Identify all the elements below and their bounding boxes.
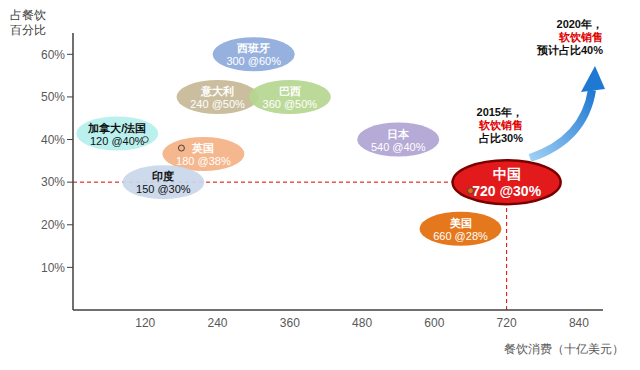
svg-text:600: 600 bbox=[424, 316, 444, 330]
svg-text:美国: 美国 bbox=[449, 217, 472, 229]
html-text:软饮销售: 软饮销售 bbox=[479, 119, 523, 131]
svg-text:240: 240 bbox=[208, 316, 228, 330]
svg-text:360: 360 bbox=[280, 316, 300, 330]
svg-text:180 @38%: 180 @38% bbox=[176, 155, 231, 167]
html-text:占比30%: 占比30% bbox=[479, 132, 523, 144]
svg-text:意大利: 意大利 bbox=[200, 85, 234, 97]
svg-text:240 @50%: 240 @50% bbox=[190, 98, 245, 110]
svg-text:日本: 日本 bbox=[387, 128, 410, 140]
svg-text:30%: 30% bbox=[41, 175, 65, 189]
html-text:餐饮消费（十亿美元）: 餐饮消费（十亿美元） bbox=[504, 342, 624, 356]
svg-text:540 @40%: 540 @40% bbox=[371, 141, 426, 153]
html-text:软饮销售: 软饮销售 bbox=[559, 31, 603, 43]
svg-text:720: 720 bbox=[497, 316, 517, 330]
svg-text:50%: 50% bbox=[41, 90, 65, 104]
svg-text:英国: 英国 bbox=[191, 142, 214, 154]
html-text:2020年，: 2020年， bbox=[556, 18, 603, 30]
svg-text:360 @50%: 360 @50% bbox=[263, 98, 318, 110]
svg-text:印度: 印度 bbox=[152, 170, 174, 182]
svg-text:巴西: 巴西 bbox=[279, 85, 301, 97]
svg-text:720 @30%: 720 @30% bbox=[472, 183, 541, 199]
svg-text:150 @30%: 150 @30% bbox=[136, 183, 191, 195]
svg-text:840: 840 bbox=[569, 316, 589, 330]
svg-text:300 @60%: 300 @60% bbox=[226, 55, 281, 67]
svg-text:60%: 60% bbox=[41, 48, 65, 62]
svg-text:西班牙: 西班牙 bbox=[236, 42, 270, 54]
html-text:占餐饮百分比: 占餐饮百分比 bbox=[10, 8, 46, 37]
svg-text:660 @28%: 660 @28% bbox=[433, 230, 488, 242]
svg-text:40%: 40% bbox=[41, 133, 65, 147]
html-text:预计占比40%: 预计占比40% bbox=[537, 44, 603, 56]
svg-text:120: 120 bbox=[135, 316, 155, 330]
svg-text:中国: 中国 bbox=[493, 166, 521, 182]
svg-text:加拿大/法国: 加拿大/法国 bbox=[87, 122, 146, 134]
html-text:2015年，: 2015年， bbox=[476, 106, 523, 118]
svg-text:10%: 10% bbox=[41, 261, 65, 275]
svg-text:480: 480 bbox=[352, 316, 372, 330]
svg-text:20%: 20% bbox=[41, 218, 65, 232]
svg-text:120 @40%: 120 @40% bbox=[90, 135, 145, 147]
